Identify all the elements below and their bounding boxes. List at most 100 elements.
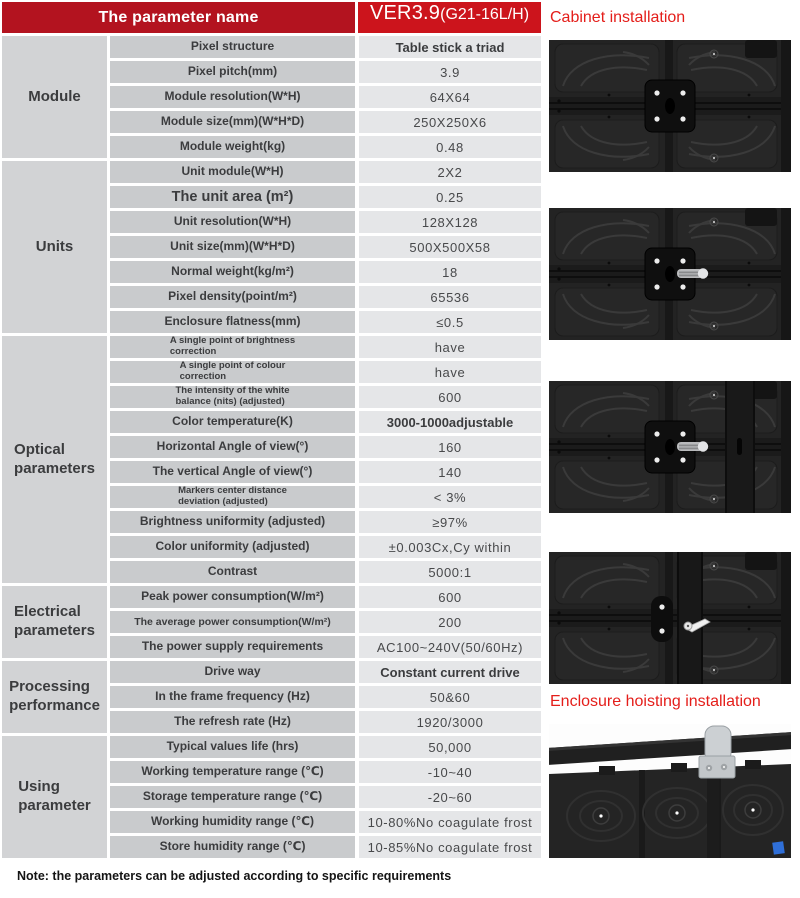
spec-row: In the frame frequency (Hz) 50&60 bbox=[110, 686, 541, 708]
spec-row: Working humidity range (℃) 10-80%No coagu… bbox=[110, 811, 541, 833]
parameter-value-cell: 250X250X6 bbox=[359, 111, 541, 133]
parameter-value-cell: -20~60 bbox=[359, 786, 541, 808]
category-label: Using parameter bbox=[18, 778, 91, 814]
parameter-name-cell: Store humidity range (℃) bbox=[110, 836, 355, 858]
parameter-name-cell: The power supply requirements bbox=[110, 636, 355, 658]
parameter-name-cell: A single point of colour correction bbox=[110, 360, 355, 383]
spec-row: Module size(mm)(W*H*D) 250X250X6 bbox=[110, 111, 541, 133]
parameter-value: 0.48 bbox=[436, 139, 464, 155]
parameter-value-cell: 128X128 bbox=[359, 211, 541, 233]
hoisting-installation-caption: Enclosure hoisting installation bbox=[550, 693, 761, 710]
parameter-value-cell: -10~40 bbox=[359, 761, 541, 783]
hoisting-image bbox=[549, 724, 791, 858]
parameter-value-cell: 600 bbox=[359, 586, 541, 608]
parameter-value: 3000-1000adjustable bbox=[386, 414, 514, 430]
parameter-value-cell: 64X64 bbox=[359, 86, 541, 108]
spec-section: Processing performance Drive way Constant … bbox=[2, 661, 541, 733]
spec-row: Horizontal Angle of view(°) 160 bbox=[110, 436, 541, 458]
spec-row: Unit size(mm)(W*H*D) 500X500X58 bbox=[110, 236, 541, 258]
parameter-name-cell: The unit area (m²) bbox=[110, 186, 355, 208]
parameter-name: The vertical Angle of view(°) bbox=[152, 464, 313, 479]
parameter-value: 3.9 bbox=[440, 64, 460, 80]
parameter-name: Brightness uniformity (adjusted) bbox=[139, 514, 326, 529]
spec-row: Unit module(W*H) 2X2 bbox=[110, 161, 541, 183]
parameter-name-cell: Markers center distance deviation (adjus… bbox=[110, 485, 355, 508]
spec-row: Pixel pitch(mm) 3.9 bbox=[110, 61, 541, 83]
parameter-name-cell: Unit size(mm)(W*H*D) bbox=[110, 236, 355, 258]
parameter-value: 600 bbox=[438, 389, 462, 405]
spec-section: Units Unit module(W*H) 2X2 The unit area (m… bbox=[2, 161, 541, 333]
parameter-name-cell: Storage temperature range (℃) bbox=[110, 786, 355, 808]
parameter-name: Normal weight(kg/m²) bbox=[171, 264, 294, 279]
spec-row: Module weight(kg) 0.48 bbox=[110, 136, 541, 158]
category-cell: Using parameter bbox=[2, 736, 107, 858]
spec-row: Drive way Constant current drive bbox=[110, 661, 541, 683]
parameter-value-cell: 0.48 bbox=[359, 136, 541, 158]
parameter-value-cell: Constant current drive bbox=[359, 661, 541, 683]
category-cell: Electrical parameters bbox=[2, 586, 107, 658]
parameter-value-cell: 50&60 bbox=[359, 686, 541, 708]
parameter-value: 250X250X6 bbox=[413, 114, 487, 130]
parameter-name-cell: Color temperature(K) bbox=[110, 411, 355, 433]
parameter-name: Pixel structure bbox=[190, 39, 275, 54]
spec-row: Pixel density(point/m²) 65536 bbox=[110, 286, 541, 308]
category-label: Electrical parameters bbox=[14, 603, 95, 639]
spec-row: The unit area (m²) 0.25 bbox=[110, 186, 541, 208]
parameter-value: < 3% bbox=[433, 489, 467, 505]
parameter-name: Contrast bbox=[207, 564, 258, 579]
spec-section: Optical parameters A single point of brig… bbox=[2, 335, 541, 583]
parameter-name: The average power consumption(W/m²) bbox=[134, 615, 331, 628]
parameter-name-cell: The vertical Angle of view(°) bbox=[110, 461, 355, 483]
parameter-name-cell: Unit module(W*H) bbox=[110, 161, 355, 183]
parameter-value: 10-85%No coagulate frost bbox=[367, 839, 533, 855]
parameter-name-cell: Contrast bbox=[110, 561, 355, 583]
parameter-name-cell: Pixel pitch(mm) bbox=[110, 61, 355, 83]
parameter-name-cell: Working humidity range (℃) bbox=[110, 811, 355, 833]
parameter-value-cell: 10-85%No coagulate frost bbox=[359, 836, 541, 858]
parameter-value: ±0.003Cx,Cy within bbox=[388, 539, 512, 555]
cabinet-back-image-2 bbox=[549, 208, 791, 340]
parameter-value-cell: ≥97% bbox=[359, 511, 541, 533]
cabinet-back-image-1 bbox=[549, 40, 791, 172]
parameter-value-cell: Table stick a triad bbox=[359, 36, 541, 58]
parameter-name: A single point of colour correction bbox=[179, 360, 286, 382]
parameter-value: ≥97% bbox=[432, 514, 468, 530]
parameter-value: -20~60 bbox=[427, 789, 473, 805]
parameter-name: Unit module(W*H) bbox=[181, 164, 284, 179]
parameter-name-cell: The intensity of the white balance (nits… bbox=[110, 385, 355, 408]
parameter-name: Working temperature range (℃) bbox=[141, 764, 324, 779]
parameter-name: The refresh rate (Hz) bbox=[174, 714, 291, 729]
parameter-name: Color temperature(K) bbox=[172, 414, 293, 429]
parameter-name: In the frame frequency (Hz) bbox=[155, 689, 310, 704]
parameter-value: 600 bbox=[438, 589, 462, 605]
parameter-name: Typical values life (hrs) bbox=[166, 739, 299, 754]
parameter-name-cell: Horizontal Angle of view(°) bbox=[110, 436, 355, 458]
parameter-name-cell: Peak power consumption(W/m²) bbox=[110, 586, 355, 608]
cabinet-back-image-3 bbox=[549, 381, 791, 513]
parameter-value: Constant current drive bbox=[380, 664, 520, 680]
parameter-value-cell: 160 bbox=[359, 436, 541, 458]
parameter-value: 65536 bbox=[430, 289, 470, 305]
parameter-value-cell: ±0.003Cx,Cy within bbox=[359, 536, 541, 558]
parameter-value-cell: have bbox=[359, 336, 541, 358]
parameter-name: Unit size(mm)(W*H*D) bbox=[170, 239, 295, 254]
parameter-value: Table stick a triad bbox=[395, 39, 505, 55]
spec-table: The parameter name VER3.9 (G21-16L/H) Mod… bbox=[2, 2, 541, 858]
spec-row: The intensity of the white balance (nits… bbox=[110, 385, 541, 408]
parameter-value: 10-80%No coagulate frost bbox=[367, 814, 533, 830]
parameter-value: 50,000 bbox=[428, 739, 472, 755]
category-cell: Units bbox=[2, 161, 107, 333]
parameter-name-cell: Pixel density(point/m²) bbox=[110, 286, 355, 308]
parameter-name-cell: Enclosure flatness(mm) bbox=[110, 311, 355, 333]
parameter-value: ≤0.5 bbox=[436, 314, 464, 330]
parameter-value: -10~40 bbox=[427, 764, 473, 780]
parameter-value: 18 bbox=[442, 264, 458, 280]
parameter-name-cell: Working temperature range (℃) bbox=[110, 761, 355, 783]
parameter-value-cell: < 3% bbox=[359, 486, 541, 508]
footnote: Note: the parameters can be adjusted acc… bbox=[17, 869, 452, 883]
parameter-value-cell: 1920/3000 bbox=[359, 711, 541, 733]
parameter-value-cell: 3.9 bbox=[359, 61, 541, 83]
table-header: The parameter name VER3.9 (G21-16L/H) bbox=[2, 2, 541, 33]
parameter-value-cell: 600 bbox=[359, 386, 541, 408]
